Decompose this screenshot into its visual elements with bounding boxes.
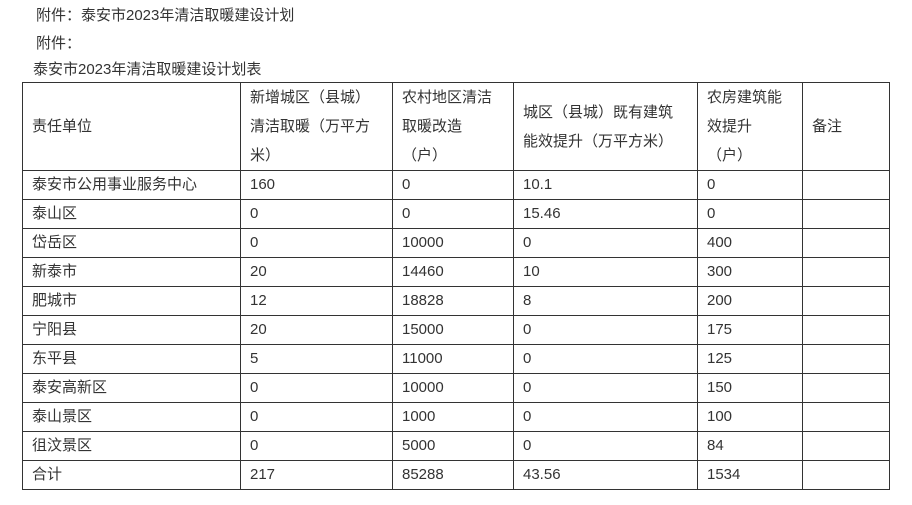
cell-rural-building-efficiency: 0 xyxy=(697,199,803,229)
cell-urban-existing-efficiency: 0 xyxy=(513,402,698,432)
cell-new-urban-heating: 160 xyxy=(240,170,393,200)
cell-rural-building-efficiency: 200 xyxy=(697,286,803,316)
cell-urban-existing-efficiency: 0 xyxy=(513,373,698,403)
cell-new-urban-heating: 0 xyxy=(240,373,393,403)
col-header-rural-building-efficiency: 农房建筑能 效提升 （户） xyxy=(697,82,803,171)
cell-unit: 合计 xyxy=(22,460,241,490)
cell-remark xyxy=(802,431,890,461)
attachment-heading: 附件：泰安市2023年清洁取暖建设计划 xyxy=(36,7,295,24)
cell-new-urban-heating: 0 xyxy=(240,402,393,432)
cell-unit: 肥城市 xyxy=(22,286,241,316)
cell-unit: 东平县 xyxy=(22,344,241,374)
table-row: 宁阳县 20 15000 0 175 xyxy=(22,315,890,345)
cell-rural-retrofit: 11000 xyxy=(392,344,514,374)
cell-remark xyxy=(802,228,890,258)
cell-new-urban-heating: 20 xyxy=(240,315,393,345)
cell-urban-existing-efficiency: 0 xyxy=(513,315,698,345)
cell-remark xyxy=(802,199,890,229)
cell-rural-building-efficiency: 400 xyxy=(697,228,803,258)
cell-rural-building-efficiency: 175 xyxy=(697,315,803,345)
cell-urban-existing-efficiency: 8 xyxy=(513,286,698,316)
table-row: 泰山区 0 0 15.46 0 xyxy=(22,199,890,229)
cell-rural-retrofit: 5000 xyxy=(392,431,514,461)
cell-unit: 宁阳县 xyxy=(22,315,241,345)
col-header-urban-existing-efficiency: 城区（县城）既有建筑 能效提升（万平方米） xyxy=(513,82,698,171)
cell-remark xyxy=(802,315,890,345)
col-header-responsible-unit: 责任单位 xyxy=(22,82,241,171)
cell-remark xyxy=(802,257,890,287)
cell-new-urban-heating: 0 xyxy=(240,199,393,229)
table-row: 新泰市 20 14460 10 300 xyxy=(22,257,890,287)
cell-urban-existing-efficiency: 0 xyxy=(513,344,698,374)
cell-remark xyxy=(802,460,890,490)
col-header-remark: 备注 xyxy=(802,82,890,171)
cell-unit: 泰安市公用事业服务中心 xyxy=(22,170,241,200)
table-title: 泰安市2023年清洁取暖建设计划表 xyxy=(33,61,262,78)
cell-remark xyxy=(802,286,890,316)
table-row: 泰安高新区 0 10000 0 150 xyxy=(22,373,890,403)
table-row: 岱岳区 0 10000 0 400 xyxy=(22,228,890,258)
cell-urban-existing-efficiency: 10.1 xyxy=(513,170,698,200)
cell-new-urban-heating: 20 xyxy=(240,257,393,287)
col-header-new-urban-heating: 新增城区（县城） 清洁取暖（万平方 米） xyxy=(240,82,393,171)
cell-new-urban-heating: 217 xyxy=(240,460,393,490)
cell-new-urban-heating: 5 xyxy=(240,344,393,374)
clean-heating-plan-table: 责任单位 新增城区（县城） 清洁取暖（万平方 米） 农村地区清洁 取暖改造 （户… xyxy=(22,82,890,490)
cell-remark xyxy=(802,344,890,374)
cell-unit: 泰山景区 xyxy=(22,402,241,432)
cell-unit: 泰安高新区 xyxy=(22,373,241,403)
cell-rural-retrofit: 0 xyxy=(392,199,514,229)
cell-urban-existing-efficiency: 10 xyxy=(513,257,698,287)
cell-unit: 徂汶景区 xyxy=(22,431,241,461)
cell-urban-existing-efficiency: 0 xyxy=(513,431,698,461)
cell-urban-existing-efficiency: 15.46 xyxy=(513,199,698,229)
col-header-rural-retrofit: 农村地区清洁 取暖改造 （户） xyxy=(392,82,514,171)
cell-rural-retrofit: 10000 xyxy=(392,228,514,258)
table-row: 肥城市 12 18828 8 200 xyxy=(22,286,890,316)
cell-rural-building-efficiency: 125 xyxy=(697,344,803,374)
cell-rural-retrofit: 0 xyxy=(392,170,514,200)
cell-rural-building-efficiency: 300 xyxy=(697,257,803,287)
cell-rural-building-efficiency: 100 xyxy=(697,402,803,432)
cell-rural-building-efficiency: 1534 xyxy=(697,460,803,490)
cell-unit: 岱岳区 xyxy=(22,228,241,258)
cell-new-urban-heating: 12 xyxy=(240,286,393,316)
cell-rural-building-efficiency: 84 xyxy=(697,431,803,461)
cell-remark xyxy=(802,373,890,403)
cell-urban-existing-efficiency: 0 xyxy=(513,228,698,258)
cell-rural-retrofit: 15000 xyxy=(392,315,514,345)
attachment-label: 附件： xyxy=(36,35,82,52)
cell-rural-retrofit: 14460 xyxy=(392,257,514,287)
cell-unit: 新泰市 xyxy=(22,257,241,287)
table-row: 徂汶景区 0 5000 0 84 xyxy=(22,431,890,461)
cell-new-urban-heating: 0 xyxy=(240,431,393,461)
document: 附件：泰安市2023年清洁取暖建设计划 附件： 泰安市2023年清洁取暖建设计划… xyxy=(22,7,890,490)
cell-rural-retrofit: 1000 xyxy=(392,402,514,432)
cell-rural-retrofit: 18828 xyxy=(392,286,514,316)
cell-remark xyxy=(802,170,890,200)
cell-urban-existing-efficiency: 43.56 xyxy=(513,460,698,490)
cell-rural-building-efficiency: 150 xyxy=(697,373,803,403)
cell-rural-retrofit: 85288 xyxy=(392,460,514,490)
total-row: 合计 217 85288 43.56 1534 xyxy=(22,460,890,490)
cell-rural-building-efficiency: 0 xyxy=(697,170,803,200)
cell-unit: 泰山区 xyxy=(22,199,241,229)
table-row: 泰山景区 0 1000 0 100 xyxy=(22,402,890,432)
table-row: 东平县 5 11000 0 125 xyxy=(22,344,890,374)
header-row: 责任单位 新增城区（县城） 清洁取暖（万平方 米） 农村地区清洁 取暖改造 （户… xyxy=(22,82,890,171)
cell-new-urban-heating: 0 xyxy=(240,228,393,258)
cell-remark xyxy=(802,402,890,432)
cell-rural-retrofit: 10000 xyxy=(392,373,514,403)
table-row: 泰安市公用事业服务中心 160 0 10.1 0 xyxy=(22,170,890,200)
